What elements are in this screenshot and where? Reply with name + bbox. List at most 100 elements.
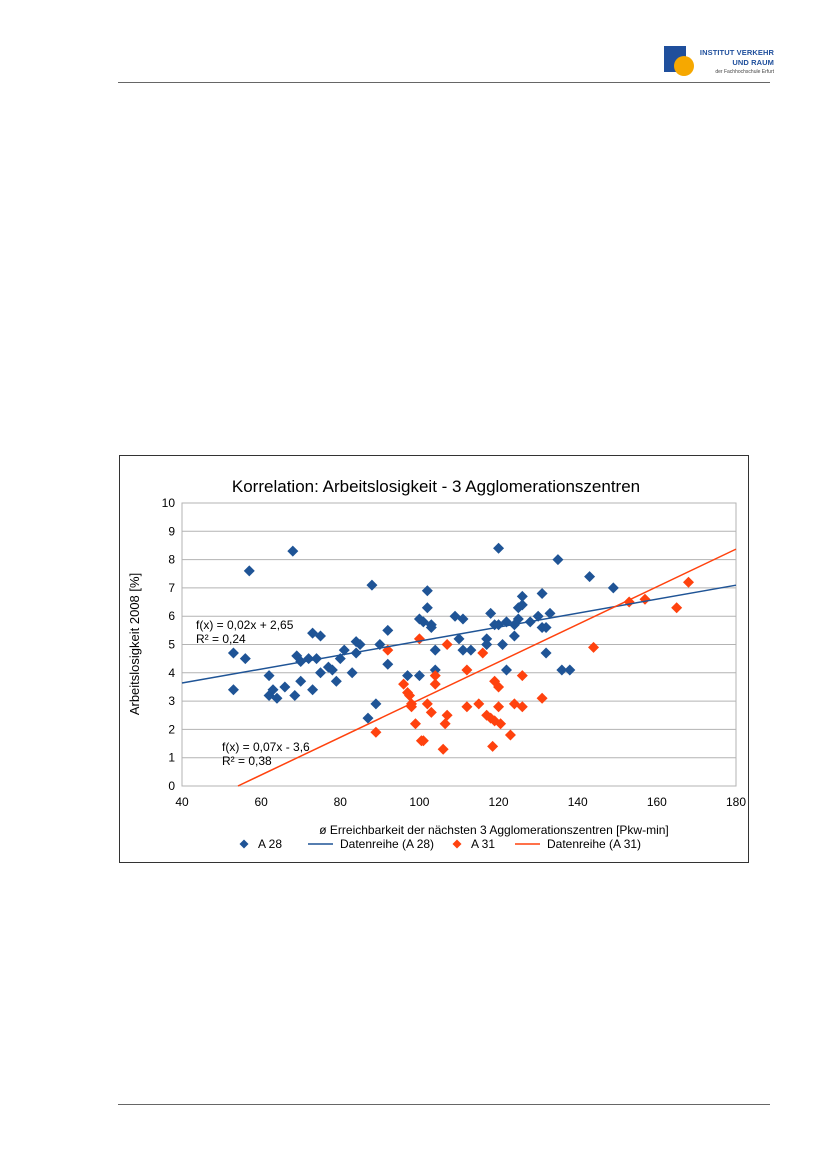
point-a-28 xyxy=(382,624,394,636)
point-a-28 xyxy=(481,639,493,650)
point-a-28 xyxy=(413,670,425,682)
point-a-28 xyxy=(354,639,366,650)
point-a-28 xyxy=(315,667,326,679)
y-tick-label: 4 xyxy=(168,666,175,680)
point-a-28 xyxy=(326,664,338,676)
point-a-31 xyxy=(683,576,695,588)
y-tick-label: 8 xyxy=(168,553,175,567)
point-a-28 xyxy=(267,684,279,696)
point-a-31 xyxy=(639,593,651,605)
point-a-28 xyxy=(421,602,433,614)
point-a-31 xyxy=(404,689,416,701)
x-tick-label: 100 xyxy=(409,795,429,809)
y-tick-label: 1 xyxy=(168,751,175,765)
point-a-31 xyxy=(413,633,425,645)
point-a-31 xyxy=(398,678,410,690)
logo-text-line3: der Fachhochschule Erfurt xyxy=(715,69,774,75)
footer-divider xyxy=(118,1104,770,1105)
x-tick-label: 80 xyxy=(334,795,348,809)
point-a-31 xyxy=(671,602,683,614)
point-a-31 xyxy=(487,740,499,752)
x-tick-label: 120 xyxy=(489,795,509,809)
logo-text-line1: INSTITUT VERKEHR xyxy=(699,48,774,57)
legend-marker-a-31 xyxy=(452,839,462,849)
point-a-31 xyxy=(495,718,507,730)
point-a-28 xyxy=(370,698,382,710)
point-a-28 xyxy=(556,664,568,676)
point-a-28 xyxy=(449,610,461,622)
point-a-31 xyxy=(425,706,437,718)
point-a-31 xyxy=(623,596,635,608)
point-a-28 xyxy=(429,644,441,656)
logo-text-line2: UND RAUM xyxy=(732,58,774,67)
point-a-28 xyxy=(271,692,283,704)
point-a-28 xyxy=(512,602,524,614)
point-a-28 xyxy=(540,622,552,634)
point-a-31 xyxy=(516,701,528,713)
point-a-28 xyxy=(497,639,509,650)
chart-frame: 0 1 2 3 4 5 6 7 8 9 10 40 60 80 100 120 140 160 180 Korrela… xyxy=(119,455,749,863)
point-a-31 xyxy=(504,729,516,741)
point-a-31 xyxy=(429,670,441,682)
y-tick-label: 3 xyxy=(168,694,175,708)
point-a-28 xyxy=(263,670,275,682)
trendline-a28-equation: f(x) = 0,02x + 2,65 xyxy=(196,618,294,632)
point-a-31 xyxy=(461,664,473,676)
trendline-a28-r2: R² = 0,24 xyxy=(196,632,246,646)
point-a-31 xyxy=(441,709,453,721)
point-a-28 xyxy=(382,658,394,670)
point-a-28 xyxy=(453,633,465,645)
plot-layer: 0 1 2 3 4 5 6 7 8 9 10 40 60 80 100 120 140 160 180 xyxy=(162,496,747,809)
scatter-chart: 0 1 2 3 4 5 6 7 8 9 10 40 60 80 100 120 140 160 180 Korrela… xyxy=(127,477,747,851)
point-a-31 xyxy=(421,698,433,710)
point-a-31 xyxy=(461,701,473,713)
x-axis-label: ø Erreichbarkeit der nächsten 3 Agglomer… xyxy=(319,823,669,837)
legend-label-a-31: A 31 xyxy=(471,837,495,851)
point-a-28 xyxy=(429,664,441,676)
point-a-31 xyxy=(477,647,489,659)
point-a-28 xyxy=(465,644,477,656)
point-a-28 xyxy=(243,565,255,577)
point-a-28 xyxy=(413,613,425,625)
point-a-28 xyxy=(338,644,350,656)
trendline-a31-equation: f(x) = 0,07x - 3,6 xyxy=(222,740,310,754)
legend-label-datenreihe-a-28-: Datenreihe (A 28) xyxy=(340,837,434,851)
point-a-28 xyxy=(366,579,378,591)
point-a-28 xyxy=(279,681,291,693)
point-a-28 xyxy=(516,590,528,602)
plot-area-border xyxy=(181,502,737,787)
point-a-28 xyxy=(287,545,299,557)
institute-logo: INSTITUT VERKEHR UND RAUM der Fachhochsc… xyxy=(664,46,774,80)
x-tick-label: 40 xyxy=(175,795,189,809)
x-tick-label: 60 xyxy=(254,795,268,809)
point-a-28 xyxy=(457,613,469,625)
point-a-28 xyxy=(512,613,524,625)
point-a-31 xyxy=(437,743,449,755)
point-a-28 xyxy=(227,647,239,659)
point-a-28 xyxy=(544,607,556,619)
point-a-31 xyxy=(409,718,421,730)
chart-legend: A 28 Datenreihe (A 28) A 31 Datenreihe (A 3… xyxy=(239,837,641,851)
point-a-28 xyxy=(346,667,358,679)
point-a-28 xyxy=(584,571,596,583)
point-a-28 xyxy=(239,653,251,665)
point-a-28 xyxy=(516,599,528,611)
point-a-31 xyxy=(441,639,453,650)
point-a-31 xyxy=(370,726,382,738)
point-a-28 xyxy=(607,582,619,594)
point-a-28 xyxy=(421,585,433,597)
point-a-28 xyxy=(508,630,520,642)
point-a-28 xyxy=(540,647,552,659)
y-tick-label: 2 xyxy=(168,722,175,736)
point-a-31 xyxy=(536,692,548,704)
y-tick-label: 10 xyxy=(162,496,176,510)
point-a-28 xyxy=(289,689,301,701)
y-tick-label: 9 xyxy=(168,524,175,538)
point-a-28 xyxy=(307,684,319,696)
point-a-28 xyxy=(481,633,493,645)
trendline-datenreihe-a-31- xyxy=(237,548,737,787)
point-a-28 xyxy=(425,622,437,634)
point-a-28 xyxy=(295,675,307,687)
chart-title: Korrelation: Arbeitslosigkeit - 3 Agglom… xyxy=(232,477,640,496)
header-divider xyxy=(118,82,770,83)
